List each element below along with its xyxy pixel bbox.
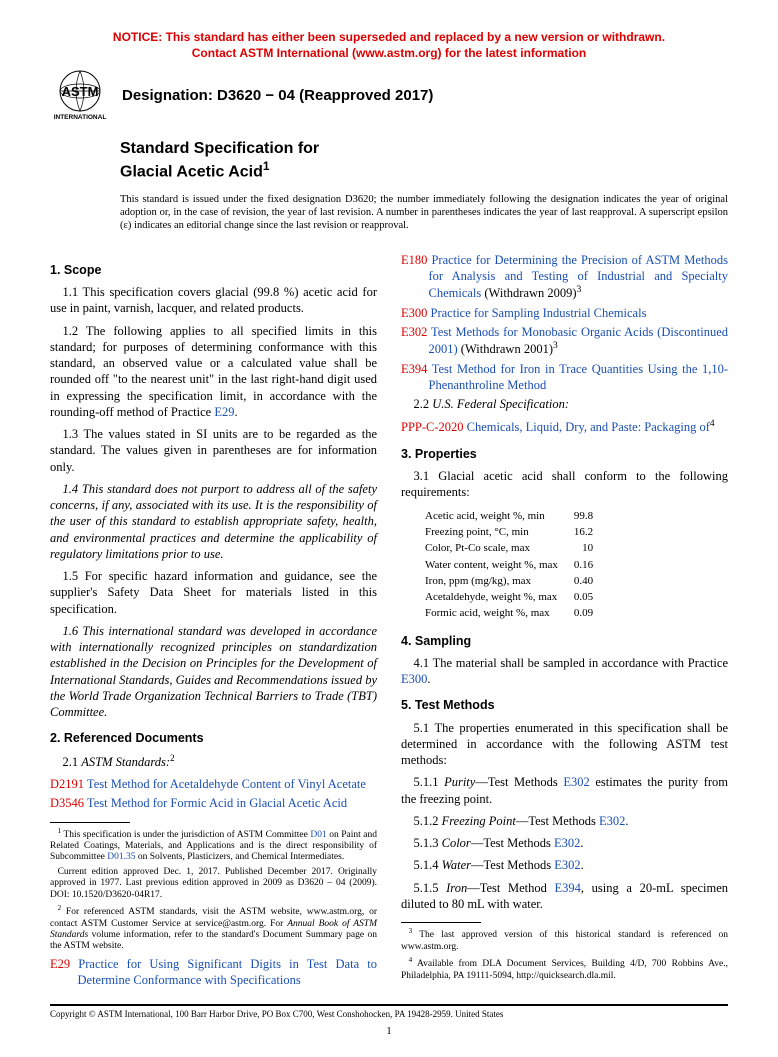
svg-text:ASTM: ASTM [62, 84, 99, 99]
link-d01[interactable]: D01 [310, 830, 326, 840]
link-e394b[interactable]: E394 [555, 881, 581, 895]
header-row: ASTM INTERNATIONAL Designation: D3620 − … [50, 69, 728, 121]
sec1-p6: 1.6 This international standard was deve… [50, 623, 377, 721]
sec1-p5: 1.5 For specific hazard information and … [50, 568, 377, 617]
properties-table: Acetic acid, weight %, min99.8 Freezing p… [423, 507, 609, 623]
ref-e300: E300 Practice for Sampling Industrial Ch… [401, 305, 728, 321]
ref-e394: E394 Test Method for Iron in Trace Quant… [401, 361, 728, 394]
ref-pppc: PPP-C-2020 Chemicals, Liquid, Dry, and P… [401, 418, 728, 435]
page-number: 1 [50, 1025, 728, 1037]
link-d01-35[interactable]: D01.35 [107, 852, 135, 862]
sec2-head: 2. Referenced Documents [50, 730, 377, 746]
ref-d3546: D3546 Test Method for Formic Acid in Gla… [50, 795, 377, 811]
link-e302b[interactable]: E302 [563, 775, 589, 789]
footnote-1: 1 This specification is under the jurisd… [50, 827, 377, 864]
ref-d2191: D2191 Test Method for Acetaldehyde Conte… [50, 776, 377, 792]
sec4-head: 4. Sampling [401, 633, 728, 649]
notice-line1: NOTICE: This standard has either been su… [113, 30, 665, 44]
link-e300b[interactable]: E300 [401, 672, 427, 686]
sec5-p1: 5.1 The properties enumerated in this sp… [401, 720, 728, 769]
sec4-p1: 4.1 The material shall be sampled in acc… [401, 655, 728, 688]
issue-note: This standard is issued under the fixed … [120, 193, 728, 232]
ref-e180: E180 Practice for Determining the Precis… [401, 252, 728, 302]
sec1-p3: 1.3 The values stated in SI units are to… [50, 426, 377, 475]
sec1-head: 1. Scope [50, 262, 377, 278]
table-row: Acetaldehyde, weight %, max0.05 [425, 590, 607, 604]
link-e300[interactable]: E300 [401, 306, 427, 320]
sec5-p14: 5.1.4 Water—Test Methods E302. [401, 857, 728, 873]
link-d2191[interactable]: D2191 [50, 777, 84, 791]
link-e302d[interactable]: E302 [554, 836, 580, 850]
footnote-3: 3 The last approved version of this hist… [401, 927, 728, 953]
sec3-head: 3. Properties [401, 446, 728, 462]
table-row: Formic acid, weight %, max0.09 [425, 606, 607, 620]
title-line2: Glacial Acetic Acid [120, 164, 263, 181]
footnote-2: 2 For referenced ASTM standards, visit t… [50, 904, 377, 953]
table-row: Iron, ppm (mg/kg), max0.40 [425, 574, 607, 588]
footnote-1b: Current edition approved Dec. 1, 2017. P… [50, 867, 377, 901]
link-e180[interactable]: E180 [401, 253, 427, 267]
table-row: Water content, weight %, max0.16 [425, 558, 607, 572]
notice-banner: NOTICE: This standard has either been su… [50, 30, 728, 61]
sec5-p15: 5.1.5 Iron—Test Method E394, using a 20-… [401, 880, 728, 913]
footnote-4: 4 Available from DLA Document Services, … [401, 956, 728, 982]
link-e29b[interactable]: E29 [50, 957, 70, 971]
title-line1: Standard Specification for [120, 140, 319, 157]
ref-e302: E302 Test Methods for Monobasic Organic … [401, 324, 728, 358]
sec5-p12: 5.1.2 Freezing Point—Test Methods E302. [401, 813, 728, 829]
title-block: Standard Specification for Glacial Aceti… [120, 139, 728, 232]
link-e29[interactable]: E29 [214, 405, 234, 419]
link-e302c[interactable]: E302 [599, 814, 625, 828]
ref-e29: E29 Practice for Using Significant Digit… [50, 956, 377, 989]
sec2-sub21: 2.1 ASTM Standards:2 [50, 753, 377, 770]
sec5-p11: 5.1.1 Purity—Test Methods E302 estimates… [401, 774, 728, 807]
sec5-p13: 5.1.3 Color—Test Methods E302. [401, 835, 728, 851]
link-e302[interactable]: E302 [401, 325, 427, 339]
footnote-rule-left [50, 822, 130, 823]
svg-text:INTERNATIONAL: INTERNATIONAL [54, 114, 107, 121]
sec5-head: 5. Test Methods [401, 697, 728, 713]
title-sup: 1 [263, 159, 270, 173]
sec2-sub22: 2.2 U.S. Federal Specification: [401, 396, 728, 412]
link-e394[interactable]: E394 [401, 362, 427, 376]
sec1-p1: 1.1 This specification covers glacial (9… [50, 284, 377, 317]
sec3-p1: 3.1 Glacial acetic acid shall conform to… [401, 468, 728, 501]
link-e302e[interactable]: E302 [554, 858, 580, 872]
table-row: Color, Pt-Co scale, max10 [425, 541, 607, 555]
link-pppc[interactable]: PPP-C-2020 [401, 421, 464, 435]
footnote-rule-right [401, 922, 481, 923]
designation: Designation: D3620 − 04 (Reapproved 2017… [122, 87, 433, 104]
table-row: Acetic acid, weight %, min99.8 [425, 509, 607, 523]
copyright: Copyright © ASTM International, 100 Barr… [50, 1004, 728, 1019]
astm-logo-icon: ASTM INTERNATIONAL [50, 69, 110, 121]
link-d3546[interactable]: D3546 [50, 796, 84, 810]
notice-line2: Contact ASTM International (www.astm.org… [192, 46, 586, 60]
table-row: Freezing point, °C, min16.2 [425, 525, 607, 539]
sec1-p4: 1.4 This standard does not purport to ad… [50, 481, 377, 562]
body-columns: 1. Scope 1.1 This specification covers g… [50, 252, 728, 988]
sec1-p2: 1.2 The following applies to all specifi… [50, 323, 377, 421]
